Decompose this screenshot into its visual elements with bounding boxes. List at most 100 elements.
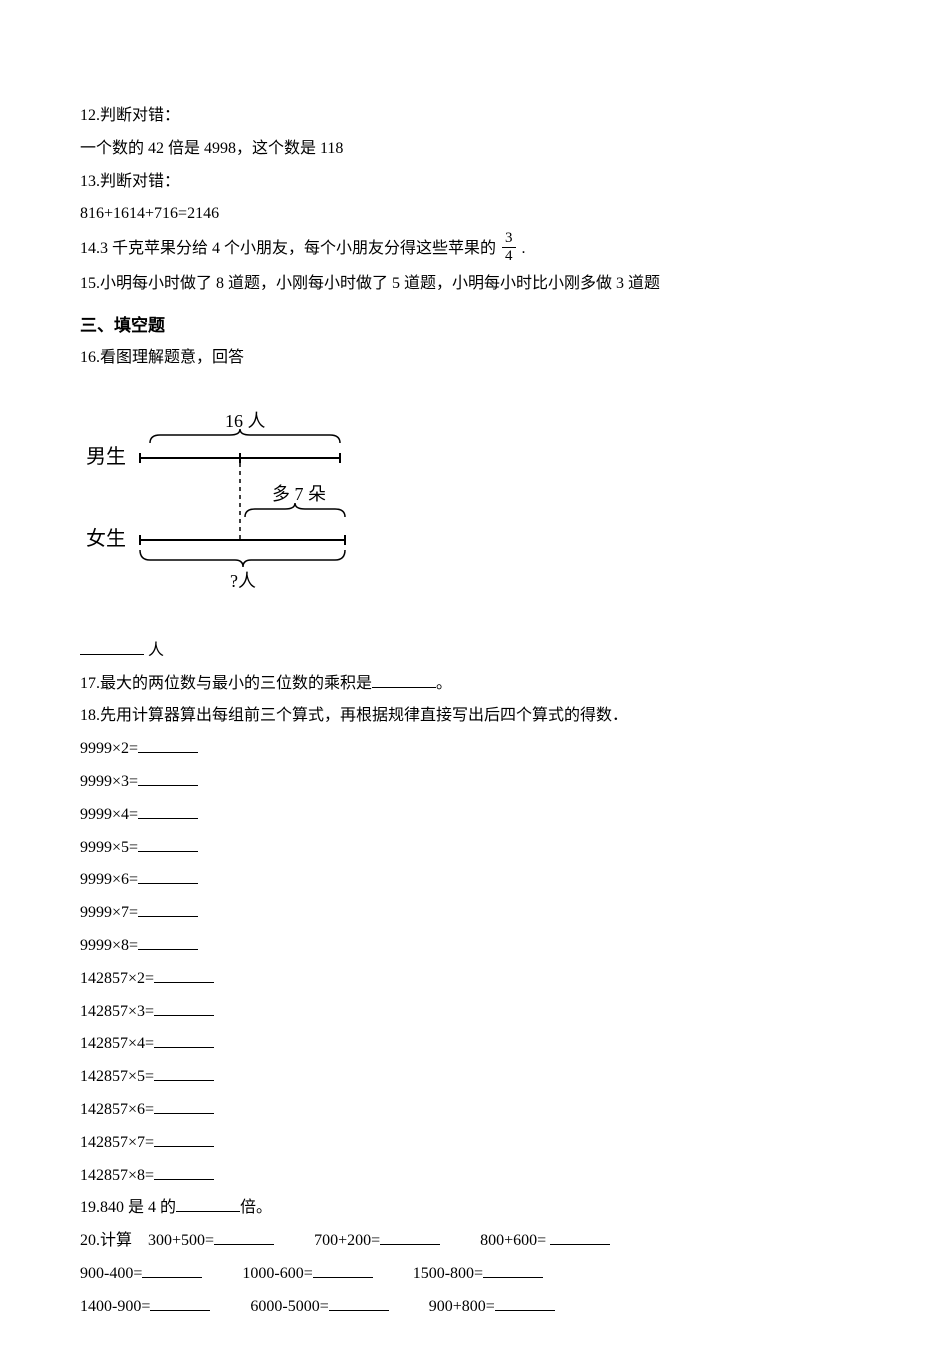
q19-blank[interactable] xyxy=(176,1197,240,1212)
q14-fraction: 3 4 xyxy=(502,231,516,264)
q20-r2-0-blank[interactable] xyxy=(142,1263,202,1278)
q20-row3: 1400-900= 6000-5000= 900+800= xyxy=(80,1291,870,1324)
q18-g2-4-expr: 142857×6= xyxy=(80,1101,154,1118)
q18-g1-3: 9999×5= xyxy=(80,832,870,865)
q18-g1-4-expr: 9999×6= xyxy=(80,871,138,888)
q20-r1-0: 300+500= xyxy=(148,1232,214,1249)
q20-r3-1-blank[interactable] xyxy=(329,1296,389,1311)
q18-g1-6-blank[interactable] xyxy=(138,935,198,950)
q14-frac-num: 3 xyxy=(502,231,516,248)
q19-line: 19.840 是 4 的 倍。 xyxy=(80,1192,870,1225)
q16-label: 16.看图理解题意，回答 xyxy=(80,342,870,375)
q18-g2-5: 142857×7= xyxy=(80,1127,870,1160)
q18-g2-5-blank[interactable] xyxy=(154,1132,214,1147)
q20-r2-2: 1500-800= xyxy=(413,1265,483,1282)
diagram-top-label: 16 人 xyxy=(225,411,266,431)
q20-r1-2-blank[interactable] xyxy=(550,1230,610,1245)
q17-blank[interactable] xyxy=(372,673,436,688)
q18-g1-0-blank[interactable] xyxy=(138,738,198,753)
q16-blank[interactable] xyxy=(80,640,144,655)
q20-r1-1: 700+200= xyxy=(314,1232,380,1249)
diagram-girls-label: 女生 xyxy=(86,527,126,550)
q18-g1-3-expr: 9999×5= xyxy=(80,839,138,856)
diagram-boys-label: 男生 xyxy=(86,445,126,468)
q18-g1-1-blank[interactable] xyxy=(138,771,198,786)
q18-g2-6-blank[interactable] xyxy=(154,1165,214,1180)
q18-g2-2-expr: 142857×4= xyxy=(80,1035,154,1052)
q19-pre: 19.840 是 4 的 xyxy=(80,1199,176,1216)
q18-g1-4: 9999×6= xyxy=(80,864,870,897)
page: 12.判断对错： 一个数的 42 倍是 4998，这个数是 118 13.判断对… xyxy=(0,0,950,1364)
q18-g1-6-expr: 9999×8= xyxy=(80,937,138,954)
q18-g1-5-blank[interactable] xyxy=(138,902,198,917)
q18-g2-3-blank[interactable] xyxy=(154,1066,214,1081)
q18-g2-0-blank[interactable] xyxy=(154,968,214,983)
q16-diagram: 16 人 男生 多 7 朵 女生 ?人 xyxy=(80,405,870,605)
q18-g1-0-expr: 9999×2= xyxy=(80,740,138,757)
q20-r3-1: 6000-5000= xyxy=(250,1298,328,1315)
q18-g1-1: 9999×3= xyxy=(80,766,870,799)
q14-frac-den: 4 xyxy=(502,248,516,264)
q15-text: 15.小明每小时做了 8 道题，小刚每小时做了 5 道题，小明每小时比小刚多做 … xyxy=(80,268,870,301)
diagram-question-label: ?人 xyxy=(230,571,256,591)
q18-g2-0-expr: 142857×2= xyxy=(80,970,154,987)
q20-r1-0-blank[interactable] xyxy=(214,1230,274,1245)
q20-r3-2-blank[interactable] xyxy=(495,1296,555,1311)
q16-answer-line: 人 xyxy=(80,635,870,668)
q20-row2: 900-400= 1000-600= 1500-800= xyxy=(80,1258,870,1291)
q20-r1-1-blank[interactable] xyxy=(380,1230,440,1245)
q18-g1-0: 9999×2= xyxy=(80,733,870,766)
q18-g1-2-expr: 9999×4= xyxy=(80,806,138,823)
bottom-brace xyxy=(140,550,345,567)
q14-post: . xyxy=(522,240,526,257)
q17-line: 17.最大的两位数与最小的三位数的乘积是 。 xyxy=(80,668,870,701)
q18-g2-6-expr: 142857×8= xyxy=(80,1167,154,1184)
more-brace xyxy=(245,503,345,517)
q20-r2-2-blank[interactable] xyxy=(483,1263,543,1278)
q18-g1-5-expr: 9999×7= xyxy=(80,904,138,921)
q13-label: 13.判断对错： xyxy=(80,166,870,199)
q18-g2-6: 142857×8= xyxy=(80,1160,870,1193)
q13-text: 816+1614+716=2146 xyxy=(80,198,870,231)
q20-r2-1: 1000-600= xyxy=(242,1265,312,1282)
q18-g1-4-blank[interactable] xyxy=(138,869,198,884)
q18-g2-3-expr: 142857×5= xyxy=(80,1068,154,1085)
q19-post: 倍。 xyxy=(240,1199,272,1216)
q20-r2-1-blank[interactable] xyxy=(313,1263,373,1278)
top-brace xyxy=(150,429,340,443)
q18-g1-2-blank[interactable] xyxy=(138,804,198,819)
q18-g2-0: 142857×2= xyxy=(80,963,870,996)
q18-g2-4: 142857×6= xyxy=(80,1094,870,1127)
q18-g1-6: 9999×8= xyxy=(80,930,870,963)
section-3-title: 三、填空题 xyxy=(80,311,870,336)
q20-r3-0: 1400-900= xyxy=(80,1298,150,1315)
q12-label: 12.判断对错： xyxy=(80,100,870,133)
q17-post: 。 xyxy=(436,675,452,692)
q20-r1-2: 800+600= xyxy=(480,1232,546,1249)
q18-g2-4-blank[interactable] xyxy=(154,1099,214,1114)
q18-g1-5: 9999×7= xyxy=(80,897,870,930)
q12-text: 一个数的 42 倍是 4998，这个数是 118 xyxy=(80,133,870,166)
q18-g2-1-blank[interactable] xyxy=(154,1001,214,1016)
q18-g2-5-expr: 142857×7= xyxy=(80,1134,154,1151)
diagram-more-label: 多 7 朵 xyxy=(272,484,326,504)
q20-r3-0-blank[interactable] xyxy=(150,1296,210,1311)
q16-svg: 16 人 男生 多 7 朵 女生 ?人 xyxy=(80,405,400,605)
q16-tail: 人 xyxy=(148,642,164,659)
q18-g2-2-blank[interactable] xyxy=(154,1033,214,1048)
q18-g1-1-expr: 9999×3= xyxy=(80,773,138,790)
q18-g2-3: 142857×5= xyxy=(80,1061,870,1094)
q14-line: 14.3 千克苹果分给 4 个小朋友，每个小朋友分得这些苹果的 3 4 . xyxy=(80,231,870,268)
q20-row1: 20.计算 300+500= 700+200= 800+600= xyxy=(80,1225,870,1258)
q18-g2-1: 142857×3= xyxy=(80,996,870,1029)
q18-g2-1-expr: 142857×3= xyxy=(80,1003,154,1020)
q20-r3-2: 900+800= xyxy=(429,1298,495,1315)
q14-pre: 14.3 千克苹果分给 4 个小朋友，每个小朋友分得这些苹果的 xyxy=(80,240,500,257)
q18-g1-3-blank[interactable] xyxy=(138,837,198,852)
q18-g1-2: 9999×4= xyxy=(80,799,870,832)
q18-label: 18.先用计算器算出每组前三个算式，再根据规律直接写出后四个算式的得数． xyxy=(80,700,870,733)
q20-r2-0: 900-400= xyxy=(80,1265,142,1282)
q20-label: 20.计算 xyxy=(80,1232,132,1249)
q17-pre: 17.最大的两位数与最小的三位数的乘积是 xyxy=(80,675,372,692)
q18-g2-2: 142857×4= xyxy=(80,1028,870,1061)
